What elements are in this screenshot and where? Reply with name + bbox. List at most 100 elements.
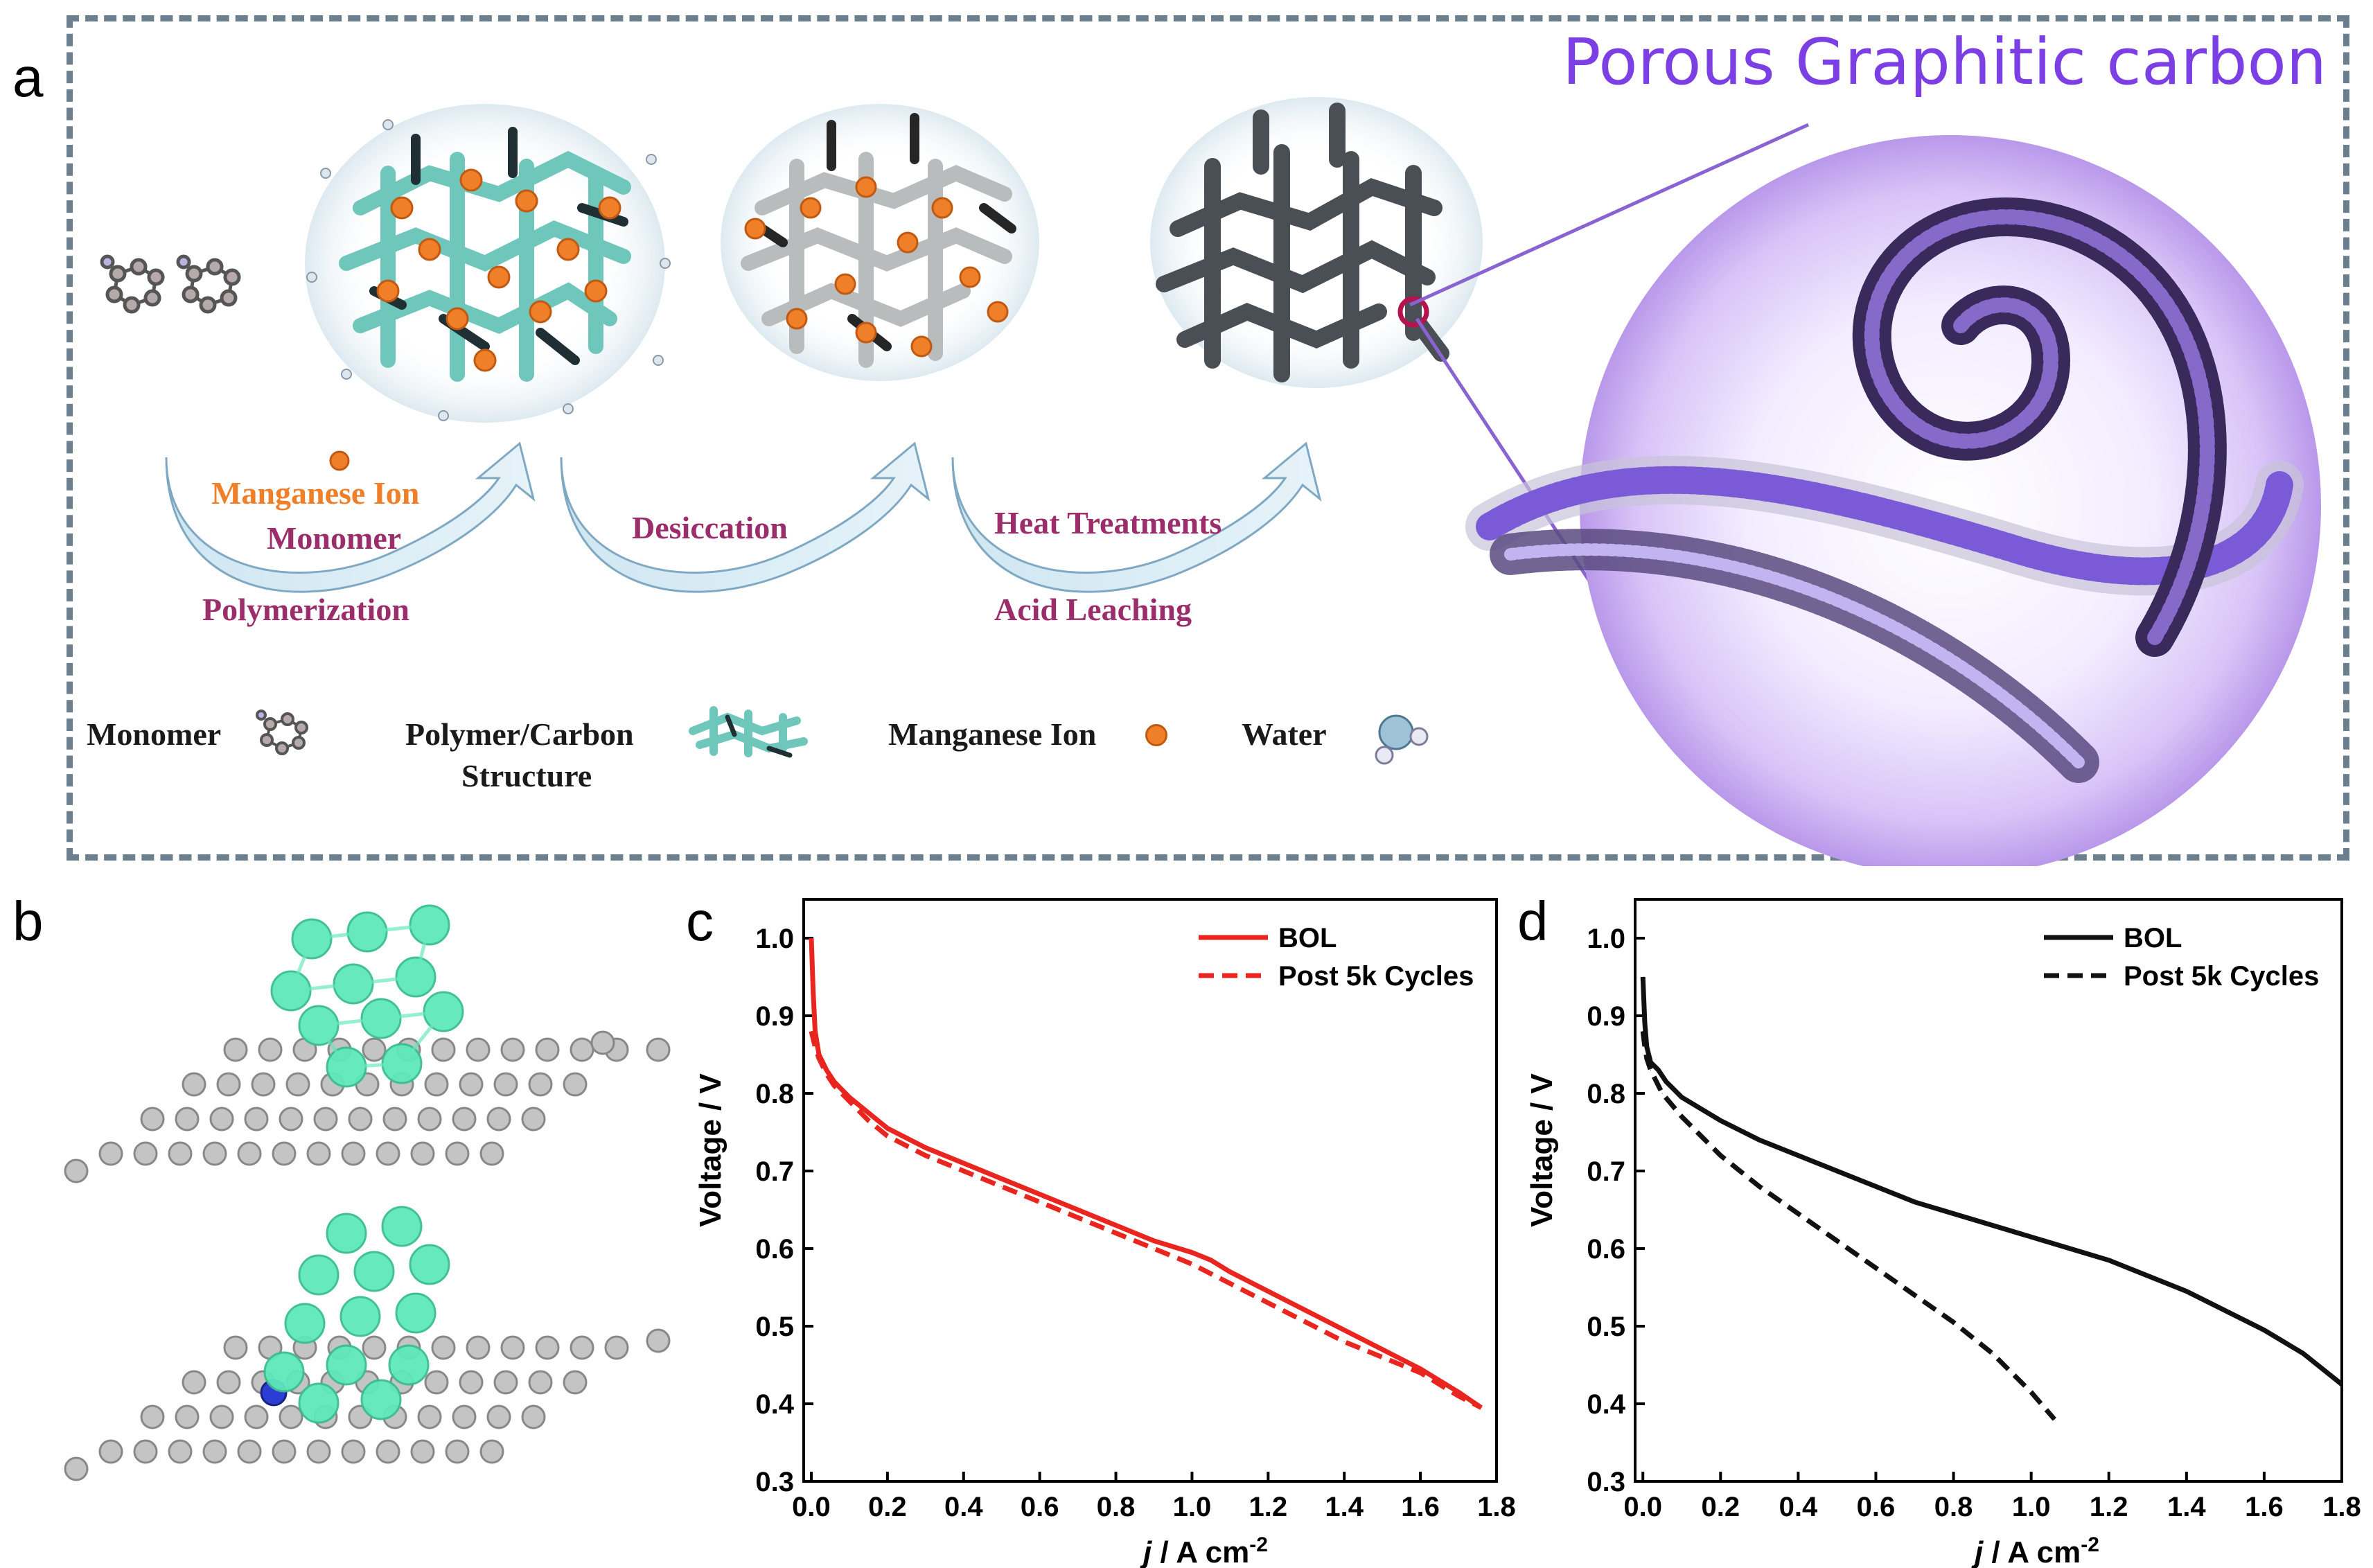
y-tick-label: 0.7 <box>1587 1156 1625 1187</box>
carbon-sheet-top-icon <box>64 1030 671 1183</box>
x-tick-label: 1.2 <box>2090 1492 2128 1522</box>
series-1-point <box>1992 1353 1993 1354</box>
x-tick-label: 0.4 <box>944 1492 983 1522</box>
series-0-point <box>1992 1224 1993 1226</box>
series-0-point <box>887 1127 888 1129</box>
legend-label-0: BOL <box>1278 923 1337 953</box>
legend-manganese-icon <box>1145 724 1167 746</box>
y-tick-label: 0.9 <box>755 1001 794 1032</box>
x-tick-label: 0.6 <box>1857 1492 1896 1522</box>
series-1-point <box>1039 1201 1041 1203</box>
series-0-point <box>1644 1023 1646 1024</box>
legend-manganese-label: Manganese Ion <box>888 716 1097 752</box>
graphitic-carbon-sphere-icon <box>1465 135 2321 866</box>
legend-label-1: Post 5k Cycles <box>1278 961 1474 992</box>
series-0-point <box>925 1147 926 1148</box>
series-line-0 <box>809 937 1483 1410</box>
series-1-point <box>1481 1407 1482 1409</box>
series-1-point <box>1914 1294 1916 1296</box>
series-0-point <box>2302 1353 2304 1354</box>
legend-water-label: Water <box>1242 716 1327 752</box>
series-1-point <box>826 1073 827 1075</box>
x-tick-label: 0.4 <box>1779 1492 1818 1522</box>
series-0-point <box>1305 1310 1307 1312</box>
y-tick-label: 0.6 <box>755 1234 794 1265</box>
x-tick-label: 1.4 <box>2167 1492 2206 1522</box>
process-arrow-heat-treatment <box>951 441 1322 593</box>
series-0-point <box>1646 1046 1648 1048</box>
x-tick-label: 1.6 <box>1401 1492 1440 1522</box>
process-arrow-desiccation <box>560 441 930 593</box>
step-monomer-label: Monomer <box>267 520 402 556</box>
x-tick-label: 1.0 <box>1173 1492 1212 1522</box>
series-1-point <box>1797 1213 1799 1215</box>
series-0-point <box>1115 1224 1117 1226</box>
series-1-point <box>1650 1069 1651 1071</box>
chart-frame <box>802 898 1498 1483</box>
legend-monomer-icon <box>256 710 308 755</box>
monomer-molecule-icon <box>100 254 241 314</box>
x-tick-label: 1.2 <box>1249 1492 1288 1522</box>
x-tick-label: 0.6 <box>1021 1492 1059 1522</box>
series-0-point <box>1720 1120 1721 1121</box>
chart-d-ylabel: Voltage / V <box>1525 1073 1559 1227</box>
x-tick-label: 0.8 <box>1097 1492 1136 1522</box>
x-tick-label: 1.0 <box>2012 1492 2051 1522</box>
series-1-point <box>1646 1058 1648 1059</box>
series-1-point <box>963 1170 964 1172</box>
series-0-point <box>826 1069 827 1071</box>
y-tick-label: 0.8 <box>1587 1079 1625 1109</box>
y-tick-label: 0.4 <box>1587 1389 1625 1420</box>
y-tick-label: 0.5 <box>1587 1312 1625 1342</box>
series-1-point <box>867 1120 869 1121</box>
series-0-point <box>1420 1368 1421 1370</box>
series-line-1 <box>809 1030 1483 1410</box>
x-tick-label: 0.0 <box>1623 1492 1662 1522</box>
series-0-point <box>1458 1391 1459 1393</box>
legend-monomer-label: Monomer <box>87 716 222 752</box>
y-tick-label: 0.3 <box>1587 1467 1625 1497</box>
panel-label-b: b <box>12 890 44 952</box>
series-1-point <box>2054 1418 2055 1420</box>
series-1-point <box>1758 1186 1760 1187</box>
y-tick-label: 0.8 <box>755 1079 794 1109</box>
polarization-chart-d: 0.0 0.2 0.4 0.6 0.8 1.0 1.2 1.4 1.6 1.8 0.3 0.4 0.5 0… <box>1525 898 2361 1568</box>
y-tick-label: 0.4 <box>755 1389 794 1420</box>
y-tick-label: 0.7 <box>755 1156 794 1187</box>
series-1-point <box>1077 1217 1079 1218</box>
panel-a-title: Porous Graphitic carbon <box>1562 25 2327 99</box>
legend-water-icon <box>1375 714 1429 765</box>
process-arrow-polymerization <box>165 441 536 593</box>
series-1-point <box>1644 1046 1646 1048</box>
y-tick-label: 0.6 <box>1587 1234 1625 1265</box>
series-1-point <box>1305 1321 1307 1323</box>
x-tick-label: 0.0 <box>792 1492 831 1522</box>
step-polymerization-label: Polymerization <box>202 592 409 627</box>
chart-d-xlabel: j / A cm-2 <box>1971 1533 2099 1568</box>
series-1-point <box>833 1085 835 1086</box>
series-0-point <box>1953 1213 1955 1215</box>
series-1-point <box>925 1155 926 1156</box>
polarization-chart-c: 0.0 0.2 0.4 0.6 0.8 1.0 1.2 1.4 1.6 1.8 0.3 0.4 0.5 0… <box>694 898 1516 1568</box>
series-0-point <box>2186 1291 2187 1292</box>
x-tick-label: 1.4 <box>1325 1492 1364 1522</box>
series-0-point <box>1914 1201 1916 1203</box>
y-tick-label: 0.5 <box>755 1312 794 1342</box>
series-0-point <box>1658 1069 1659 1071</box>
metal-cluster-top-icon <box>270 904 464 1088</box>
series-line-0 <box>1640 976 2344 1386</box>
x-tick-label: 1.8 <box>2322 1492 2361 1522</box>
legend-polymer-structure-icon <box>689 706 808 758</box>
legend-polymer-label-line1: Polymer/Carbon <box>405 716 634 752</box>
dried-polymer-network-icon <box>721 104 1039 381</box>
step-acid-leaching-label: Acid Leaching <box>994 592 1192 627</box>
series-1-point <box>1458 1395 1459 1397</box>
polymer-network-with-ions-icon <box>305 104 671 423</box>
step-heat-treatments-label: Heat Treatments <box>994 505 1222 540</box>
panel-label-a: a <box>12 46 44 108</box>
series-1-point <box>1343 1341 1345 1342</box>
step-manganese-ion-label: Manganese Ion <box>211 475 420 511</box>
y-tick-label: 0.3 <box>755 1467 794 1497</box>
series-1-point <box>1953 1321 1955 1323</box>
chart-c-ylabel: Voltage / V <box>694 1073 727 1227</box>
